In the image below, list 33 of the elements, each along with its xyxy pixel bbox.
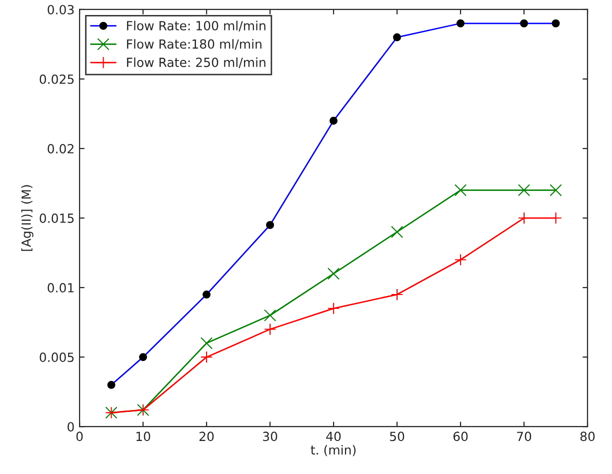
x-tick-label: 50 — [390, 432, 404, 442]
x-tick-label: 10 — [136, 432, 150, 442]
x-tick-label: 20 — [200, 432, 214, 442]
y-tick-label: 0.02 — [48, 144, 74, 154]
x-axis-title: t. (min) — [310, 444, 356, 456]
point — [264, 309, 276, 322]
point — [264, 323, 276, 336]
x-tick-label: 80 — [580, 432, 595, 442]
x-tick-label: 30 — [263, 432, 278, 442]
x-tick-label: 40 — [326, 432, 341, 442]
y-tick-label: 0.015 — [40, 214, 74, 223]
y-tick-label: 0.01 — [48, 283, 74, 292]
point — [200, 351, 213, 364]
point — [390, 288, 404, 301]
legend-label: Flow Rate:180 ml/min — [127, 39, 262, 50]
y-tick-label: 0.005 — [40, 352, 74, 362]
point — [454, 254, 467, 266]
point — [454, 184, 467, 196]
point — [518, 184, 530, 196]
y-tick-label: 0.025 — [40, 74, 74, 84]
point — [550, 184, 562, 196]
point — [390, 226, 404, 238]
legend-label: Flow Rate: 100 ml/min — [127, 20, 266, 32]
point — [200, 337, 213, 350]
legend-label: Flow Rate: 250 ml/min — [127, 57, 266, 68]
x-tick-label: 0 — [76, 432, 83, 442]
point — [327, 268, 340, 280]
y-axis-title: [Ag(II)] (M) — [21, 185, 34, 251]
x-tick-label: 60 — [453, 432, 468, 442]
y-tick-label: 0 — [68, 422, 74, 432]
y-tick-label: 0.03 — [48, 4, 74, 14]
x-tick-label: 70 — [517, 432, 532, 442]
point — [327, 302, 340, 314]
